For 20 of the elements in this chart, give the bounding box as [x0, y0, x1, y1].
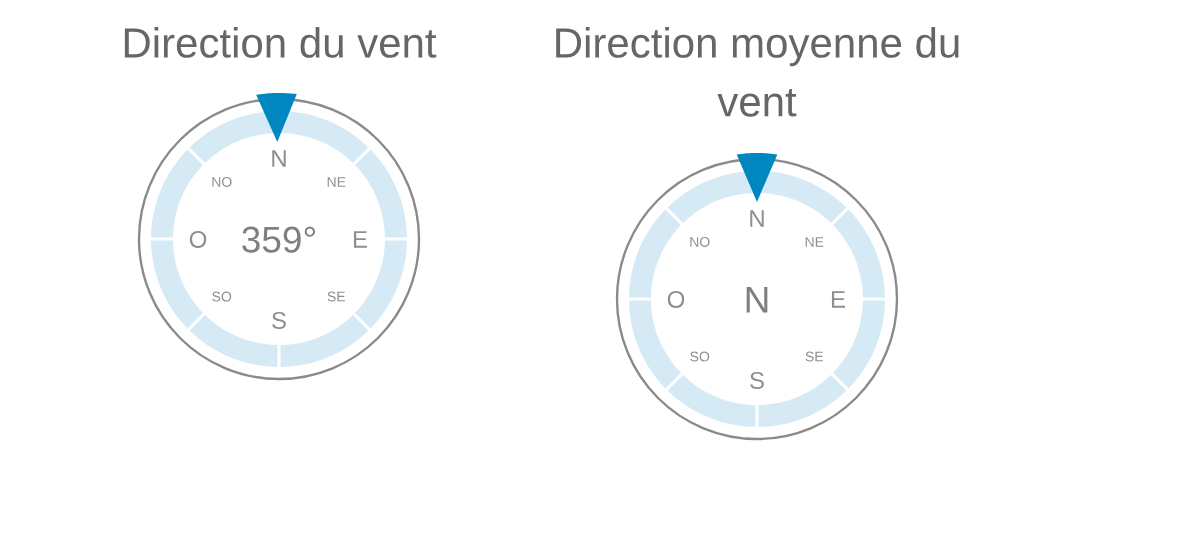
text: E	[353, 231, 367, 248]
text: NE	[327, 177, 346, 187]
category-label: E	[831, 291, 845, 308]
text: Direction du vent	[124, 27, 437, 58]
category-label: SE	[805, 351, 824, 362]
text: SO	[212, 291, 232, 302]
text: N	[746, 286, 768, 313]
category-label: O	[667, 290, 685, 308]
category-label: SO	[690, 351, 710, 362]
category-label: NE	[805, 237, 824, 247]
category-label: S	[750, 371, 764, 389]
text: N	[272, 150, 286, 167]
text: SE	[327, 291, 346, 302]
text: NO	[212, 177, 232, 187]
data-label: 359°	[242, 226, 316, 253]
category-label: NO	[690, 237, 710, 247]
text: S	[272, 311, 286, 329]
text: Direction moyenne du vent	[556, 27, 959, 117]
category-label: N	[750, 210, 764, 227]
text: O	[189, 230, 207, 248]
